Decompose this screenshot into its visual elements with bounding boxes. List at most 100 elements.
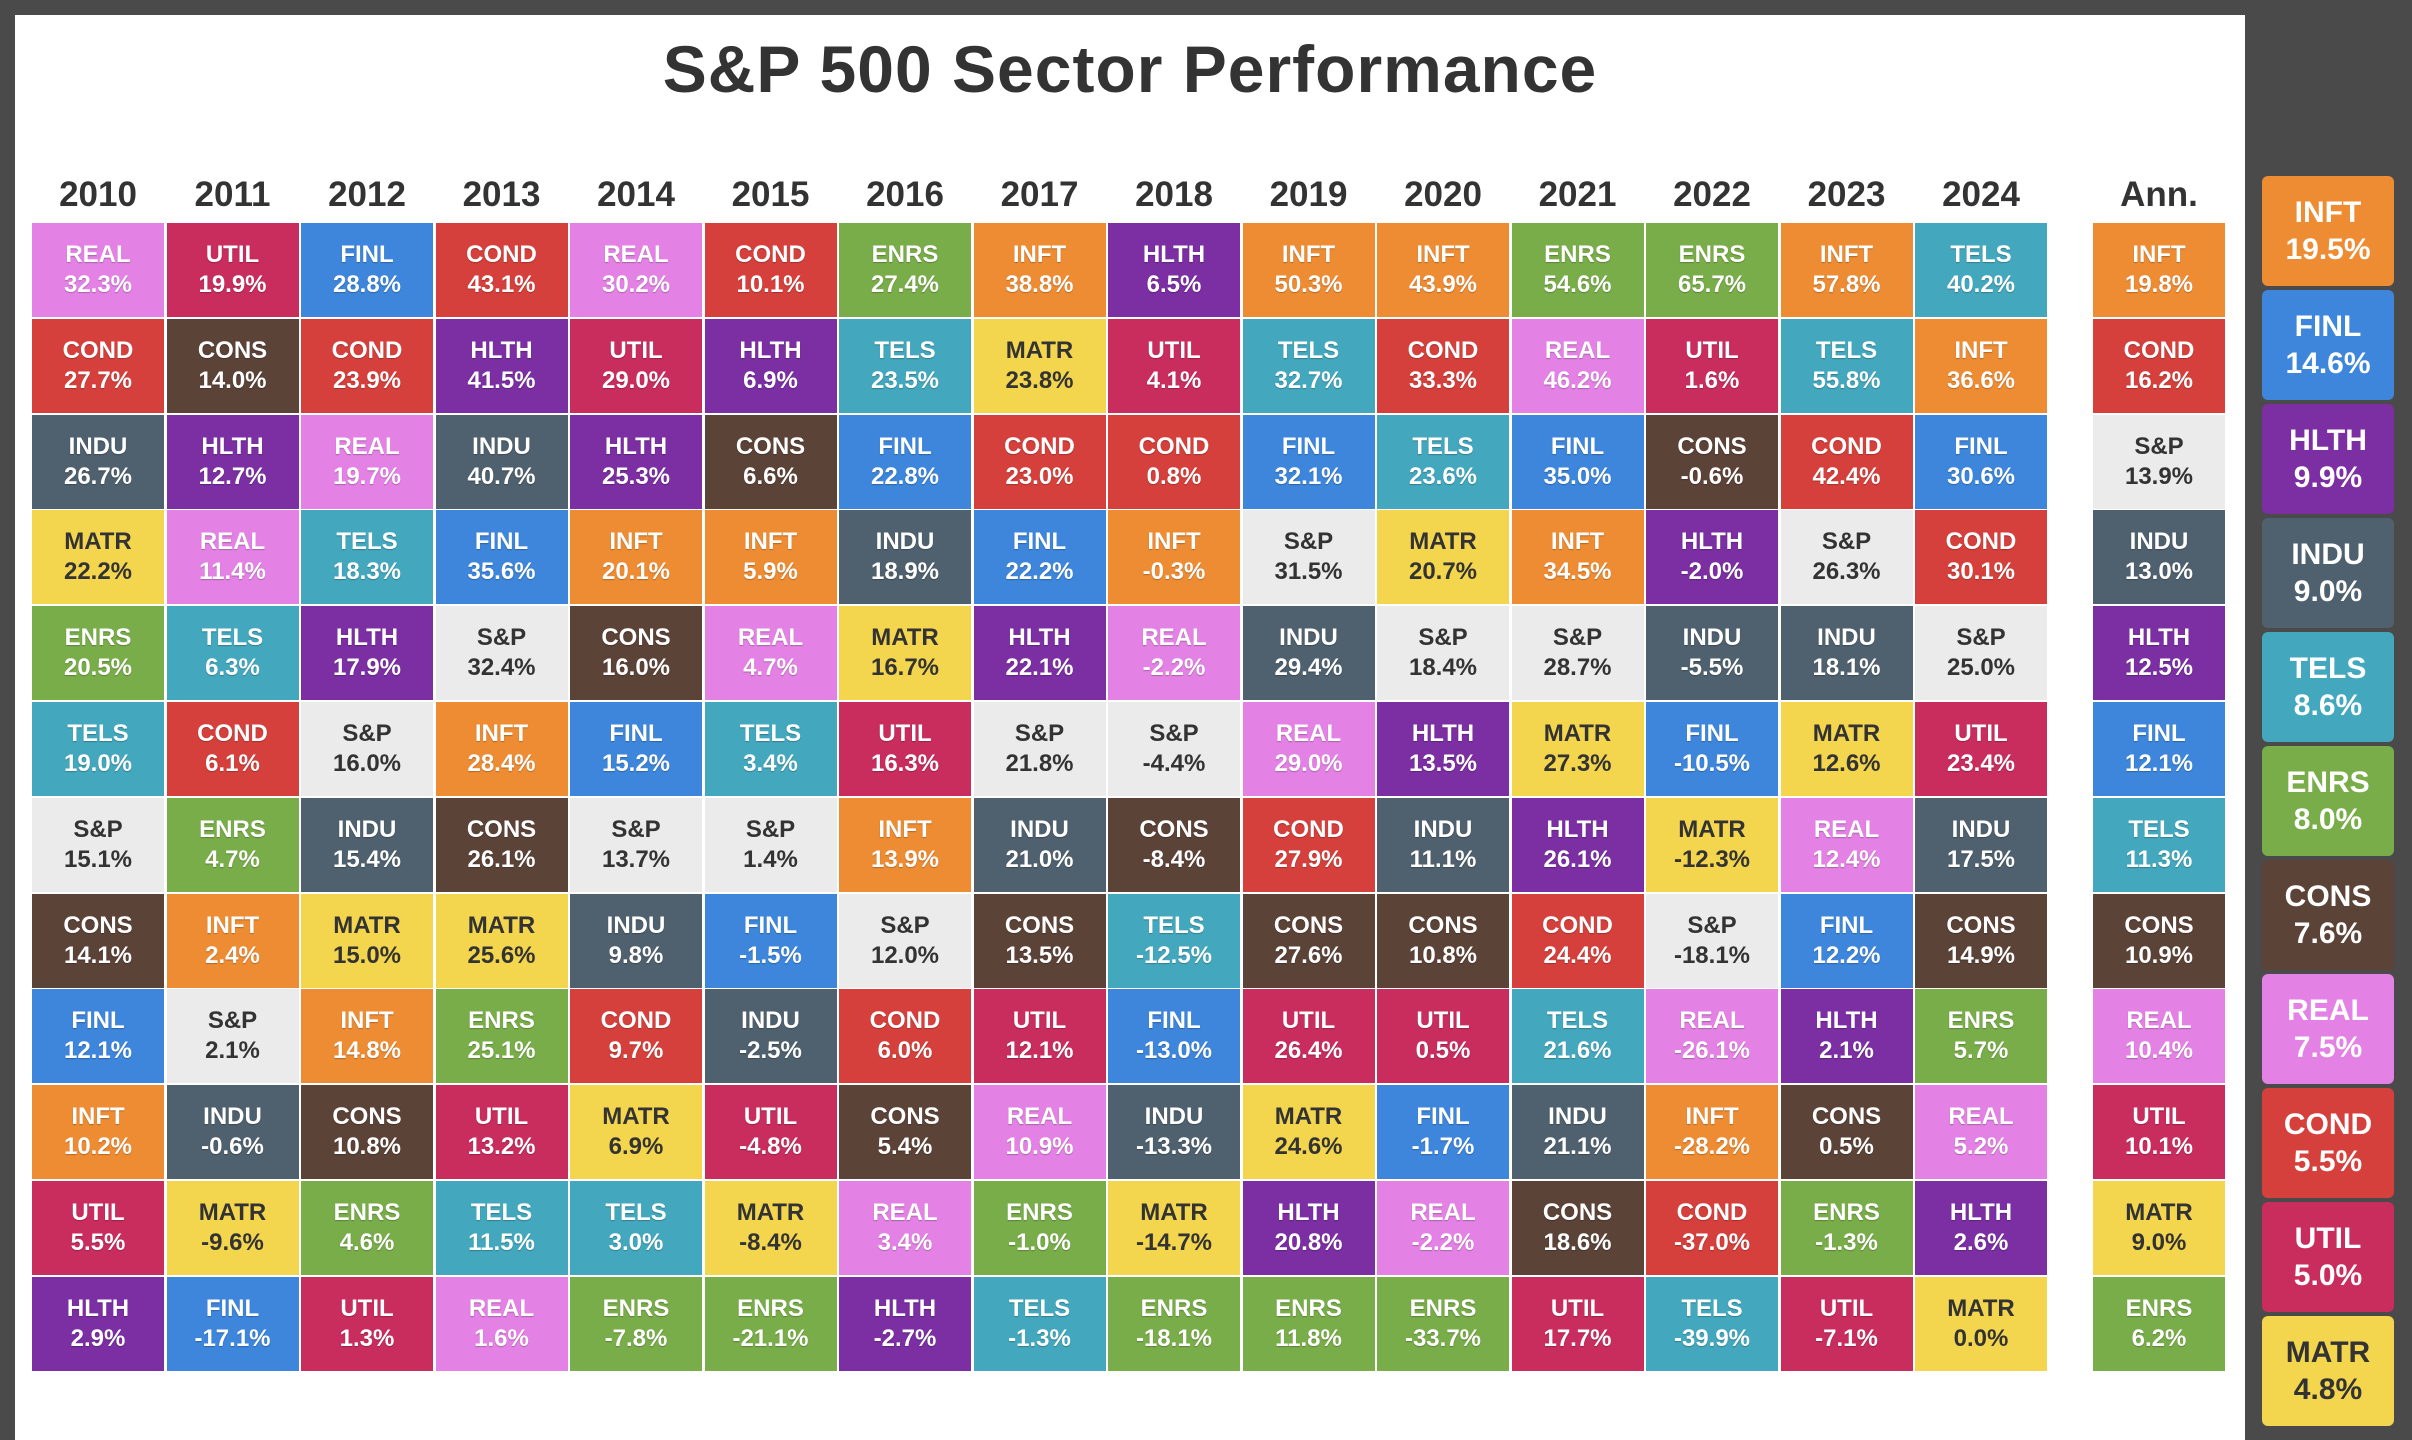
cell-2019-hlth: HLTH 20.8% [1242,1181,1375,1275]
cell-2013-hlth: HLTH 41.5% [435,318,568,413]
cell-2010-tels: TELS 19.0% [32,702,164,796]
sector-return: -7.1% [1815,1324,1878,1352]
sector-return: 54.6% [1543,271,1612,298]
sector-return: 43.1% [467,271,536,298]
sector-code: FINL [1147,1007,1201,1035]
sector-code: COND [2283,1108,2373,1141]
sector-return: 26.1% [1543,845,1612,873]
sector-code: S&P [207,1007,258,1035]
sector-code: COND [1273,815,1344,843]
cell-2015-cons: CONS 6.6% [704,414,837,509]
sector-return: 18.4% [1408,654,1478,682]
sector-code: COND [1542,911,1613,939]
sector-code: COND [466,241,537,268]
cell-2021-indu: INDU 21.1% [1511,1085,1644,1180]
sector-return: -14.7% [1135,1229,1213,1256]
sector-return: 41.5% [467,366,536,394]
cell-2012-cond: COND 23.9% [301,318,433,413]
sector-code: CONS [1946,911,2016,939]
annualized-cell-finl: FINL 12.1% [2093,702,2225,796]
cell-2023-cons: CONS 0.5% [1780,1085,1913,1180]
sector-code: S&P [342,720,392,747]
cell-2011-indu: INDU -0.6% [166,1085,299,1180]
cell-2023-tels: TELS 55.8% [1780,318,1913,413]
sector-return: 5.4% [877,1133,933,1161]
sector-code: REAL [2287,994,2369,1027]
legend-item-enrs: ENRS 8.0% [2262,746,2394,856]
sector-return: 24.6% [1274,1133,1343,1161]
cell-2012-enrs: ENRS 4.6% [301,1181,433,1275]
cell-2010-enrs: ENRS 20.5% [32,606,164,701]
cell-2022-hlth: HLTH -2.0% [1646,510,1778,605]
sector-code: COND [331,336,403,364]
sector-return: 10.1% [736,271,805,298]
cell-2021-tels: TELS 21.6% [1511,989,1644,1084]
year-header: 2021 [1538,175,1617,214]
cell-2012-finl: FINL 28.8% [301,223,433,317]
sector-return: 12.1% [63,1037,133,1065]
sector-return: 19.9% [198,271,267,298]
sector-code: UTIL [1012,1007,1067,1035]
sector-code: COND [869,1007,941,1035]
sector-return: 15.1% [63,845,133,873]
sector-code: MATR [1947,1294,2015,1322]
cell-2020-matr: MATR 20.7% [1377,510,1509,605]
cell-2014-sp: S&P 13.7% [570,797,702,892]
sector-code: MATR [602,1103,670,1131]
sector-return: 13.9% [870,845,940,873]
sector-code: COND [1811,432,1882,460]
sector-code: TELS [2289,652,2367,685]
sector-code: TELS [1815,336,1878,364]
cell-2011-enrs: ENRS 4.7% [166,797,299,892]
sector-code: S&P [2134,432,2184,460]
sector-return: -26.1% [1673,1037,1751,1065]
cell-2020-enrs: ENRS -33.7% [1377,1276,1509,1371]
sector-return: 16.0% [332,750,402,777]
sector-code: MATR [2285,1336,2371,1369]
sector-return: -1.7% [1411,1133,1475,1161]
sector-code: INDU [1951,815,2011,843]
sector-return: 3.0% [608,1229,664,1256]
legend-item-matr: MATR 4.8% [2262,1316,2394,1426]
sector-code: MATR [1409,528,1477,556]
cell-2011-tels: TELS 6.3% [166,606,299,701]
sector-return: 17.9% [332,654,402,682]
cell-2019-cond: COND 27.9% [1242,797,1375,892]
sector-code: S&P [1552,624,1603,652]
sector-code: ENRS [468,1007,535,1035]
sector-return: 0.8% [1146,462,1202,490]
cell-2024-matr: MATR 0.0% [1915,1276,2047,1371]
cell-2014-util: UTIL 29.0% [570,318,702,413]
sector-code: REAL [1410,1199,1476,1226]
sector-code: ENRS [333,1199,401,1226]
cell-2019-matr: MATR 24.6% [1242,1085,1375,1180]
cell-2014-cond: COND 9.7% [570,989,702,1084]
sector-code: ENRS [199,815,266,843]
cell-2021-enrs: ENRS 54.6% [1511,223,1644,317]
sector-code: FINL [1012,528,1067,556]
sector-code: UTIL [1281,1007,1336,1035]
sector-return: -28.2% [1673,1133,1751,1161]
cell-2010-cons: CONS 14.1% [32,893,164,988]
sector-return: 0.5% [1819,1133,1874,1161]
sector-code: MATR [1140,1199,1208,1226]
sector-return: 14.1% [63,941,133,969]
sector-code: FINL [71,1007,125,1035]
sector-code: S&P [1418,624,1468,652]
sector-return: 18.1% [1812,654,1881,682]
sector-return: 20.1% [601,558,671,586]
sector-return: 25.0% [1946,654,2016,682]
sector-return: 9.0% [2131,1229,2187,1256]
cell-2015-sp: S&P 1.4% [704,797,837,892]
sector-return: 21.8% [1005,750,1074,777]
sector-return: 11.3% [2125,845,2193,873]
cell-2014-finl: FINL 15.2% [570,702,702,796]
sector-return: 2.6% [1953,1229,2009,1256]
sector-code: TELS [67,720,129,747]
year-header: 2017 [1000,175,1079,214]
sector-code: INFT [2132,241,2186,268]
sector-code: S&P [1956,624,2006,652]
annualized-cell-hlth: HLTH 12.5% [2093,606,2225,701]
cell-2020-sp: S&P 18.4% [1377,606,1509,701]
sector-return: 15.2% [601,750,671,777]
